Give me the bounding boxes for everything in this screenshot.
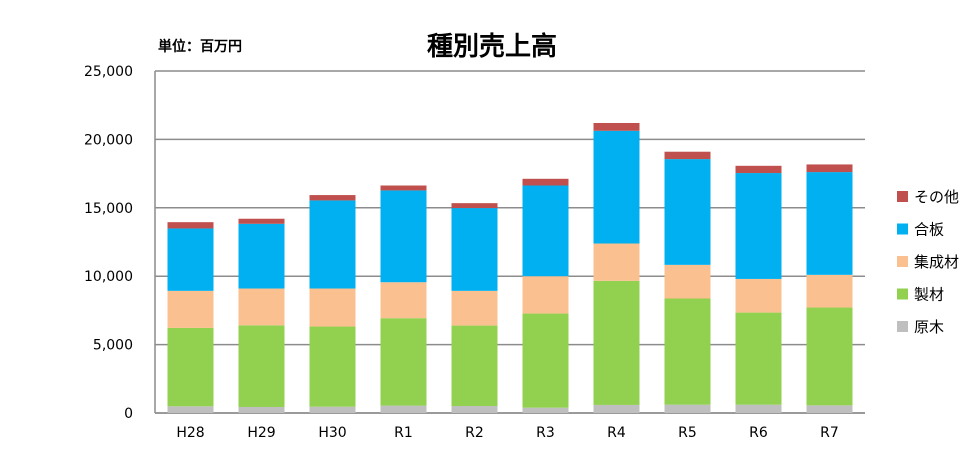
bar-segment-製材-R6 (735, 312, 782, 405)
bar-segment-製材-R5 (664, 298, 711, 405)
bar-segment-合板-H29 (238, 223, 285, 289)
bar-segment-合板-R6 (735, 173, 782, 279)
bar-segment-その他-H29 (238, 218, 285, 224)
bar-segment-その他-R6 (735, 165, 782, 174)
bar-segment-その他-R7 (806, 164, 853, 173)
y-tick-label: 5,000 (93, 338, 133, 354)
x-tick-label: R3 (536, 425, 555, 441)
bar-segment-合板-H30 (309, 200, 356, 289)
y-tick-label: 15,000 (84, 201, 133, 217)
x-tick-label: R2 (465, 425, 484, 441)
bar-segment-原木-R6 (735, 404, 782, 413)
legend-label: 製材 (914, 286, 944, 304)
x-tick-label: H29 (247, 425, 275, 441)
bar-segment-原木-R7 (806, 405, 853, 413)
bar-segment-製材-R2 (451, 325, 498, 407)
legend-swatch (897, 223, 908, 235)
legend-label: 原木 (914, 318, 944, 336)
y-tick-label: 25,000 (84, 64, 133, 80)
unit-label: 単位：百万円 (158, 38, 242, 55)
bar-segment-集成材-R2 (451, 290, 498, 326)
legend-swatch (897, 191, 908, 202)
legend-swatch (897, 321, 908, 332)
bar-segment-原木-R2 (451, 406, 498, 413)
bar-segment-合板-R1 (380, 190, 427, 283)
bar-segment-製材-H30 (309, 326, 356, 407)
bar-segment-集成材-R7 (806, 274, 853, 308)
bar-segment-集成材-R1 (380, 282, 427, 319)
bar-segment-原木-H29 (238, 406, 285, 413)
x-tick-label: R7 (820, 425, 839, 441)
bar-segment-原木-R1 (380, 405, 427, 413)
bar-segment-合板-R5 (664, 159, 711, 265)
bar-segment-合板-R2 (451, 208, 498, 291)
bar-segment-その他-H30 (309, 195, 356, 201)
x-tick-label: R4 (607, 425, 626, 441)
bar-segment-原木-R3 (522, 407, 569, 413)
x-axis-ticks: H28 H29 H30 R1 R2 R3 R4 R5 R6 R7 (176, 425, 838, 441)
legend-label: 合板 (914, 221, 944, 239)
bar-segment-製材-H28 (167, 327, 214, 407)
legend-swatch (897, 288, 908, 300)
bar-segment-集成材-R6 (735, 278, 782, 313)
bar-segment-集成材-R3 (522, 276, 569, 314)
x-tick-label: H28 (176, 425, 204, 441)
bar-segment-製材-R1 (380, 318, 427, 406)
bar-segment-その他-R1 (380, 185, 427, 191)
bar-segment-原木-R4 (593, 404, 640, 413)
bar-segment-製材-R3 (522, 313, 569, 408)
y-tick-label: 0 (124, 406, 133, 422)
bar-segment-集成材-H29 (238, 288, 285, 326)
x-tick-label: H30 (318, 425, 346, 441)
x-tick-label: R6 (749, 425, 768, 441)
bar-segment-集成材-H30 (309, 288, 356, 327)
bar-segment-その他-R2 (451, 203, 498, 209)
bar-segment-その他-R3 (522, 178, 569, 186)
x-tick-label: R5 (678, 425, 697, 441)
legend-label: その他 (914, 188, 959, 206)
y-tick-label: 10,000 (84, 269, 133, 285)
bar-segment-製材-R7 (806, 307, 853, 406)
bar-segment-集成材-H28 (167, 290, 214, 328)
bar-segment-原木-H30 (309, 406, 356, 413)
bar-segment-その他-R5 (664, 151, 711, 160)
x-tick-label: R1 (394, 425, 413, 441)
y-axis-ticks: 0 5,000 10,000 15,000 20,000 25,000 (84, 64, 133, 422)
bar-segment-その他-R4 (593, 122, 640, 131)
bar-segment-その他-H28 (167, 222, 214, 229)
bar-segment-合板-R7 (806, 172, 853, 275)
bar-segment-集成材-R5 (664, 264, 711, 299)
chart-title: 種別売上高 (427, 31, 557, 62)
bar-segment-合板-R3 (522, 185, 569, 277)
bar-segment-製材-H29 (238, 325, 285, 407)
bar-segment-製材-R4 (593, 280, 640, 405)
legend-label: 集成材 (914, 253, 959, 271)
bar-segment-原木-H28 (167, 406, 214, 413)
bar-segment-合板-R4 (593, 130, 640, 244)
legend-swatch (897, 256, 908, 267)
y-tick-label: 20,000 (84, 132, 133, 148)
bars (167, 122, 853, 413)
bar-segment-合板-H28 (167, 228, 214, 291)
bar-segment-原木-R5 (664, 404, 711, 413)
bar-segment-集成材-R4 (593, 243, 640, 281)
